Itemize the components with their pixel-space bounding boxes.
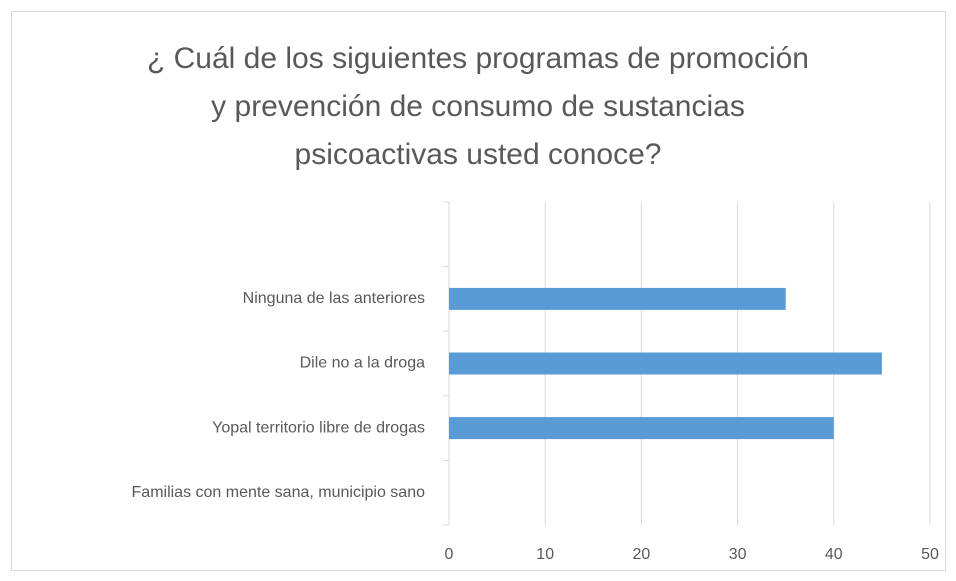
y-tick-label: Yopal territorio libre de drogas	[212, 419, 425, 436]
bar	[449, 287, 786, 310]
y-tick-label: Dile no a la droga	[300, 355, 426, 372]
x-tick-label: 40	[825, 546, 843, 563]
x-tick-label: 50	[921, 546, 939, 563]
y-tick-label: Familias con mente sana, municipio sano	[132, 484, 426, 501]
chart-title: psicoactivas usted conoce?	[295, 138, 662, 171]
y-tick-label: Ninguna de las anteriores	[243, 290, 425, 307]
x-tick-label: 30	[729, 546, 747, 563]
x-tick-label: 10	[536, 546, 554, 563]
chart-title: ¿ Cuál de los siguientes programas de pr…	[147, 42, 809, 75]
chart-title: y prevención de consumo de sustancias	[211, 90, 745, 123]
bar	[449, 352, 882, 375]
bar	[449, 417, 834, 440]
x-tick-label: 0	[445, 546, 454, 563]
x-tick-label: 20	[633, 546, 651, 563]
